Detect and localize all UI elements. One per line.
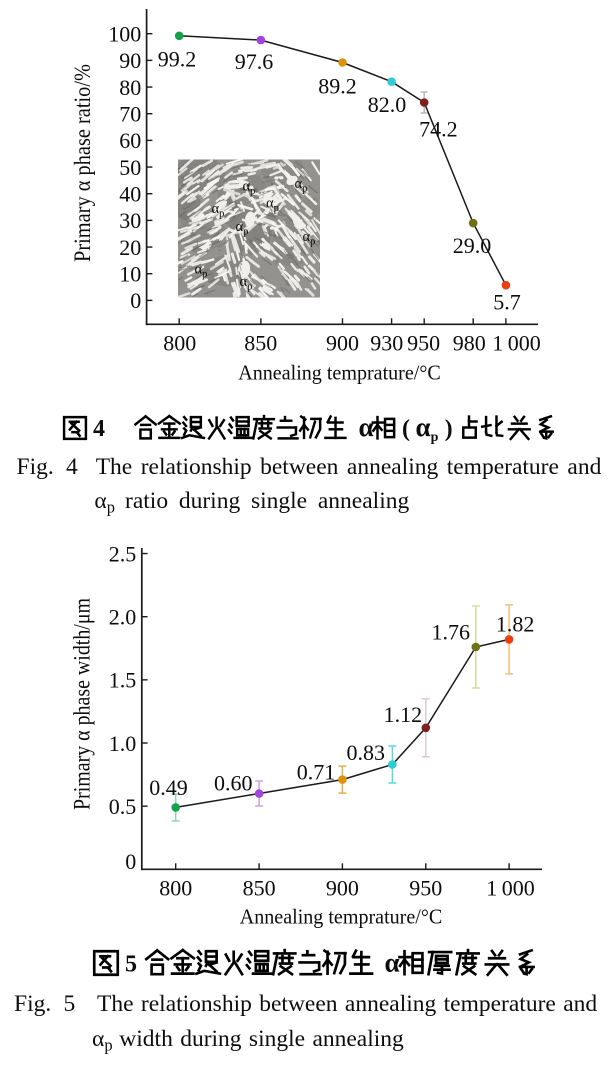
svg-text:1 000: 1 000 bbox=[486, 876, 534, 901]
svg-text:30: 30 bbox=[119, 208, 141, 233]
svg-text:60: 60 bbox=[119, 128, 141, 153]
svg-text:1.12: 1.12 bbox=[384, 702, 423, 727]
svg-text:Fig.: Fig. bbox=[14, 991, 51, 1017]
svg-text:930: 930 bbox=[370, 330, 403, 355]
svg-text:5.7: 5.7 bbox=[493, 290, 521, 315]
svg-text:850: 850 bbox=[244, 330, 277, 355]
svg-text:0.49: 0.49 bbox=[149, 775, 188, 800]
svg-text:Primary α phase width/μm: Primary α phase width/μm bbox=[70, 598, 95, 810]
svg-text:89.2: 89.2 bbox=[318, 74, 357, 99]
svg-text:1.76: 1.76 bbox=[431, 620, 470, 645]
svg-text:40: 40 bbox=[119, 182, 141, 207]
svg-text:850: 850 bbox=[243, 876, 276, 901]
svg-text:α: α bbox=[358, 412, 373, 442]
svg-text:0.83: 0.83 bbox=[346, 740, 385, 765]
svg-text:α: α bbox=[384, 948, 399, 978]
svg-text:80: 80 bbox=[119, 75, 141, 100]
svg-text:4: 4 bbox=[93, 416, 105, 442]
svg-text:1 000: 1 000 bbox=[492, 330, 540, 355]
svg-text:width during single annealing: width during single annealing bbox=[119, 1026, 404, 1052]
svg-text:1.5: 1.5 bbox=[109, 668, 137, 693]
svg-text:Annealing temprature/°C: Annealing temprature/°C bbox=[240, 905, 443, 929]
svg-text:Annealing temprature/°C: Annealing temprature/°C bbox=[238, 361, 441, 385]
svg-text:29.0: 29.0 bbox=[453, 233, 492, 258]
svg-text:α: α bbox=[415, 412, 430, 442]
svg-text:Fig.: Fig. bbox=[17, 454, 54, 480]
svg-text:0: 0 bbox=[125, 849, 136, 874]
svg-text:20: 20 bbox=[119, 235, 141, 260]
svg-text:The relationship between annea: The relationship between annealing tempe… bbox=[97, 991, 597, 1017]
svg-text:2.0: 2.0 bbox=[109, 605, 137, 630]
svg-text:800: 800 bbox=[163, 330, 196, 355]
svg-text:): ) bbox=[445, 416, 453, 442]
svg-text:10: 10 bbox=[119, 262, 141, 287]
svg-text:2.5: 2.5 bbox=[109, 541, 137, 566]
svg-text:950: 950 bbox=[409, 876, 442, 901]
svg-text:0: 0 bbox=[130, 288, 141, 313]
svg-text:5: 5 bbox=[125, 952, 137, 978]
svg-text:90: 90 bbox=[119, 48, 141, 73]
svg-text:The relationship between annea: The relationship between annealing tempe… bbox=[96, 454, 602, 480]
svg-text:980: 980 bbox=[453, 330, 486, 355]
svg-text:50: 50 bbox=[119, 155, 141, 180]
svg-text:5: 5 bbox=[64, 991, 76, 1017]
svg-text:1.82: 1.82 bbox=[496, 612, 535, 637]
svg-text:Primary α phase ratio/%: Primary α phase ratio/% bbox=[70, 64, 95, 262]
svg-text:97.6: 97.6 bbox=[235, 49, 274, 74]
svg-text:0.5: 0.5 bbox=[109, 794, 137, 819]
svg-text:74.2: 74.2 bbox=[419, 116, 458, 141]
svg-text:900: 900 bbox=[326, 330, 359, 355]
svg-text:4: 4 bbox=[66, 454, 78, 480]
svg-text:800: 800 bbox=[159, 876, 192, 901]
svg-text:82.0: 82.0 bbox=[368, 92, 407, 117]
svg-text:1.0: 1.0 bbox=[109, 731, 137, 756]
svg-text:900: 900 bbox=[326, 876, 359, 901]
svg-text:0.60: 0.60 bbox=[214, 771, 253, 796]
svg-text:(: ( bbox=[402, 416, 410, 442]
svg-text:950: 950 bbox=[407, 330, 440, 355]
svg-text:ratio during single annealing: ratio during single annealing bbox=[125, 488, 409, 514]
svg-text:100: 100 bbox=[108, 22, 141, 47]
svg-text:70: 70 bbox=[119, 102, 141, 127]
svg-text:0.71: 0.71 bbox=[297, 760, 336, 785]
svg-text:p: p bbox=[431, 430, 439, 445]
svg-text:99.2: 99.2 bbox=[158, 47, 197, 72]
